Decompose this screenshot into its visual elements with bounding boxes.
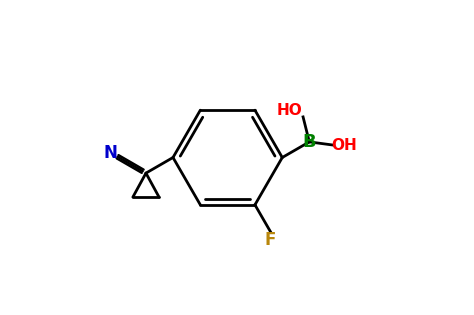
Text: HO: HO <box>277 103 303 117</box>
Text: OH: OH <box>332 138 357 152</box>
Text: F: F <box>265 231 276 249</box>
Text: N: N <box>104 144 118 162</box>
Text: B: B <box>302 133 316 151</box>
